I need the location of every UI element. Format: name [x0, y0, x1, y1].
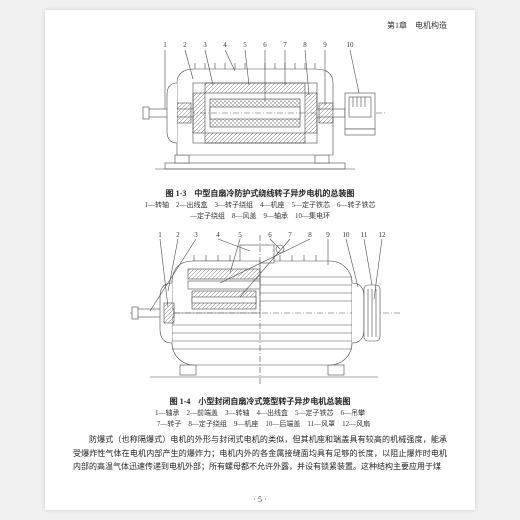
svg-text:12: 12 — [379, 231, 387, 239]
figure-1-4-diagram: 123 456 789 101112 — [110, 225, 410, 393]
figure-1-3: 1 2 3 4 5 6 7 8 9 10 图 1-3 中型自扇冷防护式绕线转子异步电机的总装… — [73, 35, 447, 221]
figure-1-3-caption: 图 1-3 中型自扇冷防护式绕线转子异步电机的总装图 — [73, 188, 447, 199]
svg-text:1: 1 — [158, 231, 162, 239]
svg-text:8: 8 — [303, 41, 307, 49]
svg-text:7: 7 — [288, 231, 292, 239]
svg-text:10: 10 — [347, 41, 355, 49]
chapter-header: 第1章 电机构造 — [73, 20, 447, 31]
svg-text:2: 2 — [176, 231, 180, 239]
svg-text:5: 5 — [238, 231, 242, 239]
svg-text:10: 10 — [343, 231, 351, 239]
svg-text:9: 9 — [326, 231, 330, 239]
svg-text:6: 6 — [263, 41, 267, 49]
figure-1-4-caption: 图 1-4 小型封闭自扇冷式笼型转子异步电机总装图 — [73, 396, 447, 407]
svg-text:7: 7 — [283, 41, 287, 49]
svg-text:4: 4 — [223, 41, 227, 49]
figure-1-4-parts: 1—轴承 2—前端盖 3—转轴 4—出线盒 5—定子铁芯 6—吊攀 7—转子 8… — [73, 408, 447, 429]
svg-text:5: 5 — [243, 41, 247, 49]
document-page: 第1章 电机构造 — [45, 10, 475, 510]
svg-text:4: 4 — [216, 231, 220, 239]
svg-text:8: 8 — [308, 231, 312, 239]
svg-text:2: 2 — [183, 41, 187, 49]
svg-text:6: 6 — [268, 231, 272, 239]
body-paragraph: 防爆式（也称隔爆式）电机的外形与封闭式电机的类似，但其机座和端盖具有较高的机械强… — [73, 433, 447, 474]
page-number: · 5 · — [45, 495, 475, 504]
figure-1-4: 123 456 789 101112 图 1-4 小型封闭自扇冷式笼型转子异步电… — [73, 225, 447, 429]
svg-text:11: 11 — [361, 231, 368, 239]
svg-text:3: 3 — [194, 231, 198, 239]
figure-1-3-diagram: 1 2 3 4 5 6 7 8 9 10 — [115, 35, 405, 185]
figure-1-3-parts: 1—转轴 2—出线盒 3—转子绕组 4—机座 5—定子铁芯 6—转子铁芯 —定子… — [73, 200, 447, 221]
svg-text:3: 3 — [203, 41, 207, 49]
svg-text:9: 9 — [323, 41, 327, 49]
svg-text:1: 1 — [163, 41, 167, 49]
